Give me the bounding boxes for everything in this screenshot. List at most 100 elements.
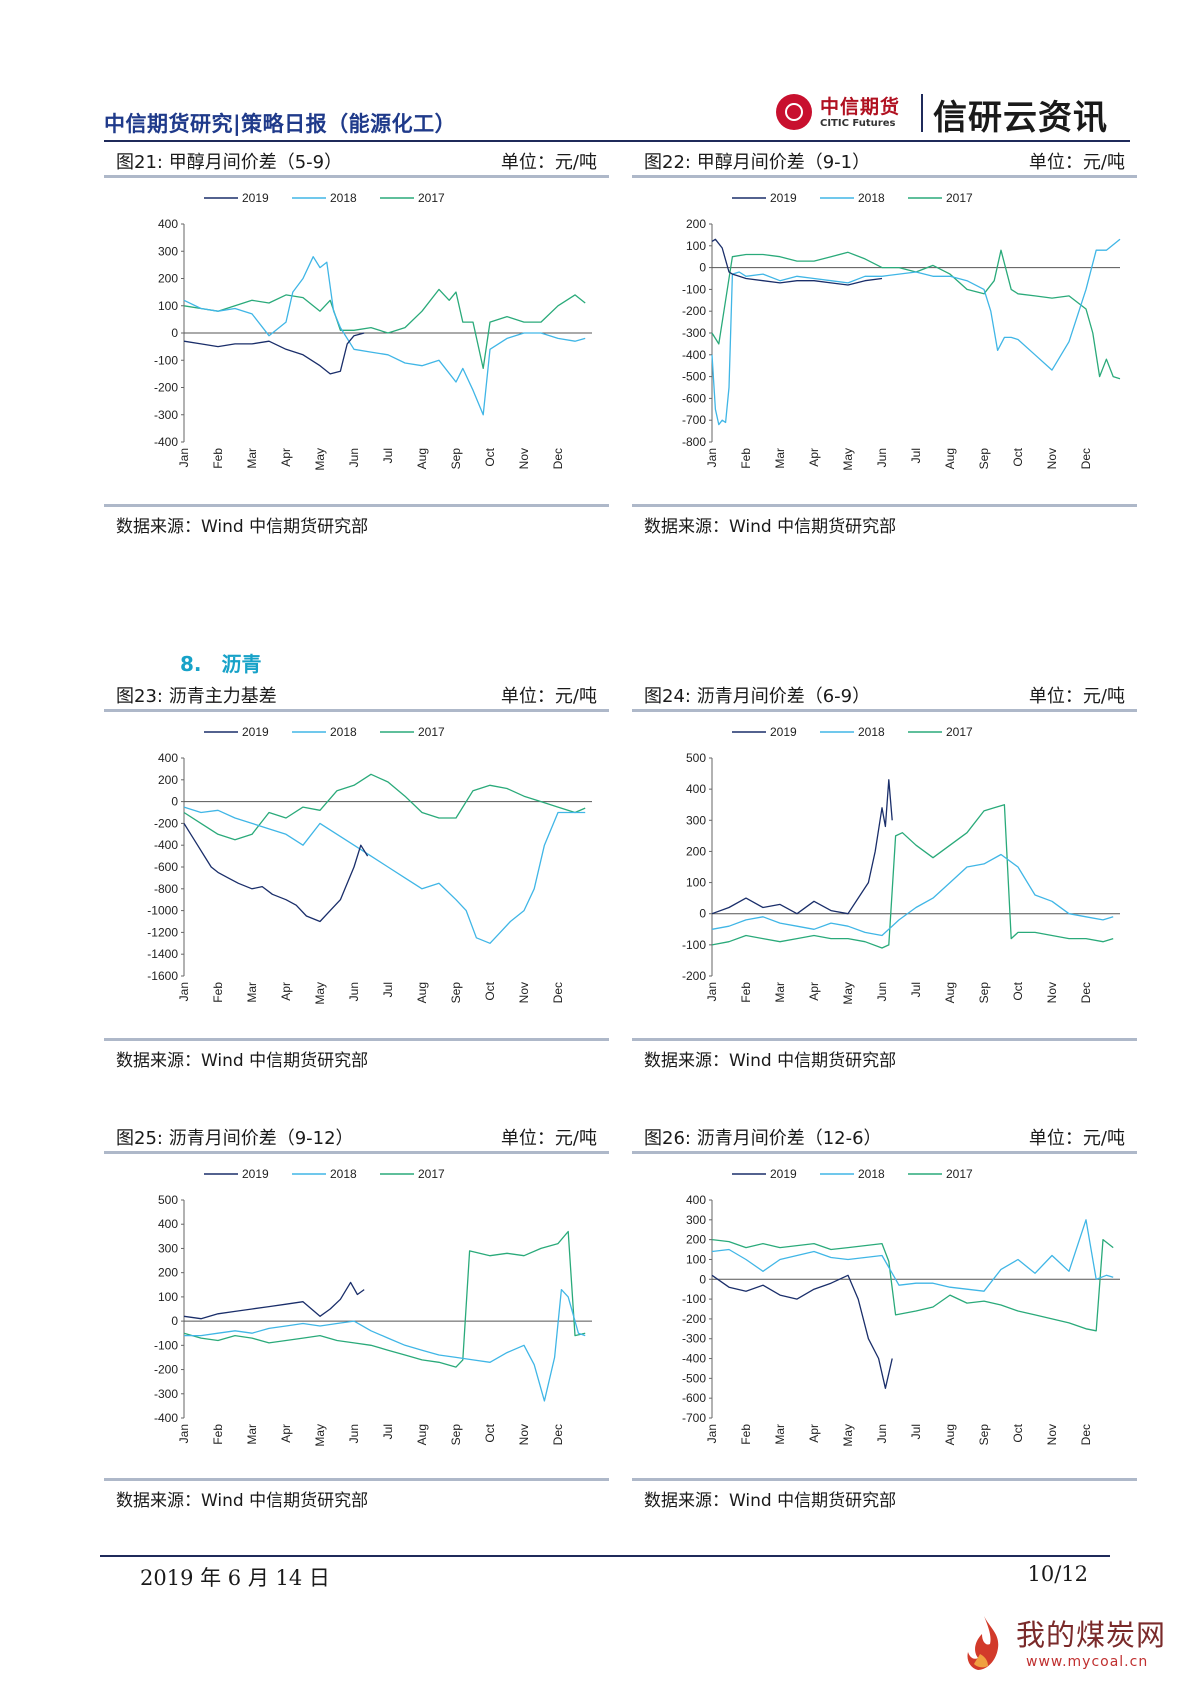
y-tick-label: 0	[699, 261, 706, 275]
x-tick-label: Jan	[177, 448, 191, 467]
x-tick-label: Jan	[177, 1424, 191, 1443]
y-tick-label: 300	[158, 244, 178, 258]
x-tick-label: May	[841, 982, 855, 1005]
figure-unit: 单位：元/吨	[1028, 686, 1125, 707]
figure-bottom-rule	[104, 504, 609, 507]
figure-title: 图23: 沥青主力基差	[116, 686, 277, 707]
x-tick-label: Aug	[415, 982, 429, 1003]
figure-source: 数据来源：Wind 中信期货研究部	[644, 517, 897, 537]
y-tick-label: -1600	[147, 969, 178, 983]
x-tick-label: Oct	[483, 1423, 497, 1442]
y-tick-label: -200	[154, 816, 178, 830]
x-tick-label: Jan	[705, 1424, 719, 1443]
y-tick-label: 400	[158, 1217, 178, 1231]
x-tick-label: Dec	[551, 982, 565, 1003]
figure-title: 图21: 甲醇月间价差（5-9）	[116, 152, 343, 173]
header-rule	[104, 140, 1130, 142]
legend-label-2017: 2017	[946, 191, 973, 205]
legend-label-2018: 2018	[330, 1167, 357, 1181]
series-line-2019	[711, 1274, 893, 1389]
chart-fig22: 2019 2018 2017 200 100 0 -100 -200 -300 -400 -500 -…	[682, 191, 1121, 471]
x-tick-label: Dec	[551, 448, 565, 469]
y-tick-label: 400	[158, 751, 178, 765]
figure-top-rule	[104, 175, 609, 178]
series-line-2017	[711, 249, 1121, 380]
legend-label-2017: 2017	[418, 725, 445, 739]
x-tick-label: Dec	[1079, 982, 1093, 1003]
x-tick-label: Nov	[517, 448, 531, 469]
y-tick-label: -100	[682, 1292, 706, 1306]
legend-label-2017: 2017	[946, 1167, 973, 1181]
x-tick-label: Feb	[211, 1424, 225, 1445]
series-line-2018	[183, 256, 586, 416]
figure-unit: 单位：元/吨	[500, 152, 597, 173]
x-tick-label: Jul	[381, 448, 395, 463]
legend-label-2018: 2018	[858, 1167, 885, 1181]
y-tick-label: 200	[158, 773, 178, 787]
figure-title: 图24: 沥青月间价差（6-9）	[644, 686, 871, 707]
series-line-2018	[711, 238, 1121, 426]
x-tick-label: Mar	[773, 448, 787, 469]
series-line-2019	[183, 1281, 365, 1320]
x-tick-label: Apr	[279, 982, 293, 1001]
series-line-2017	[183, 773, 586, 841]
legend-label-2018: 2018	[330, 191, 357, 205]
y-tick-label: -100	[682, 938, 706, 952]
legend-label-2017: 2017	[418, 191, 445, 205]
y-tick-label: 0	[699, 907, 706, 921]
y-tick-label: -300	[682, 326, 706, 340]
series-line-2018	[183, 806, 586, 944]
logo-en: CITIC Futures	[820, 118, 896, 129]
figure-unit: 单位：元/吨	[1028, 152, 1125, 173]
legend-label-2017: 2017	[946, 725, 973, 739]
x-tick-label: Aug	[943, 1424, 957, 1445]
x-tick-label: May	[313, 448, 327, 471]
x-tick-label: Dec	[1079, 448, 1093, 469]
y-tick-label: -600	[682, 1391, 706, 1405]
report-header-title: 中信期货研究|策略日报（能源化工）	[104, 112, 457, 136]
x-tick-label: Sep	[977, 1424, 991, 1446]
x-tick-label: Sep	[449, 1424, 463, 1446]
x-tick-label: Sep	[977, 982, 991, 1004]
x-tick-label: Mar	[245, 982, 259, 1003]
figure-top-rule	[632, 709, 1137, 712]
y-tick-label: -100	[154, 353, 178, 367]
x-tick-label: Feb	[211, 448, 225, 469]
watermark-url: www.mycoal.cn	[1026, 1654, 1149, 1670]
x-tick-label: Aug	[943, 448, 957, 469]
x-tick-label: Mar	[773, 1424, 787, 1445]
x-tick-label: Oct	[1011, 981, 1025, 1000]
y-tick-label: 400	[158, 217, 178, 231]
x-tick-label: Apr	[807, 448, 821, 467]
x-tick-label: Jun	[875, 982, 889, 1001]
y-tick-label: 500	[686, 751, 706, 765]
y-tick-label: 0	[171, 1314, 178, 1328]
y-tick-label: 300	[686, 813, 706, 827]
footer-rule	[100, 1555, 1110, 1557]
y-tick-label: -1400	[147, 947, 178, 961]
chart-fig25: 2019 2018 2017 500 400 300 200 100 0 -100 -200 -300…	[154, 1167, 592, 1447]
y-tick-label: -700	[682, 1411, 706, 1425]
y-tick-label: -1200	[147, 925, 178, 939]
y-tick-label: -400	[682, 1352, 706, 1366]
watermark-text: 我的煤炭网	[1016, 1618, 1167, 1652]
x-tick-label: Oct	[1011, 447, 1025, 466]
x-tick-label: Feb	[739, 982, 753, 1003]
x-tick-label: Nov	[1045, 1424, 1059, 1445]
x-tick-label: Nov	[1045, 448, 1059, 469]
y-tick-label: 100	[158, 1290, 178, 1304]
brand-name: 信研云资讯	[933, 98, 1108, 138]
x-tick-label: Feb	[739, 448, 753, 469]
figure-top-rule	[104, 1151, 609, 1154]
y-tick-label: -100	[154, 1338, 178, 1352]
x-tick-label: Sep	[977, 448, 991, 470]
series-line-2019	[711, 238, 883, 286]
series-line-2017	[711, 804, 1114, 949]
x-tick-label: Apr	[279, 448, 293, 467]
x-tick-label: Jun	[347, 448, 361, 467]
series-line-2018	[711, 1219, 1114, 1292]
x-tick-label: Jun	[347, 1424, 361, 1443]
x-tick-label: Jul	[381, 1424, 395, 1439]
logo-cn: 中信期货	[820, 96, 901, 118]
legend-label-2017: 2017	[418, 1167, 445, 1181]
